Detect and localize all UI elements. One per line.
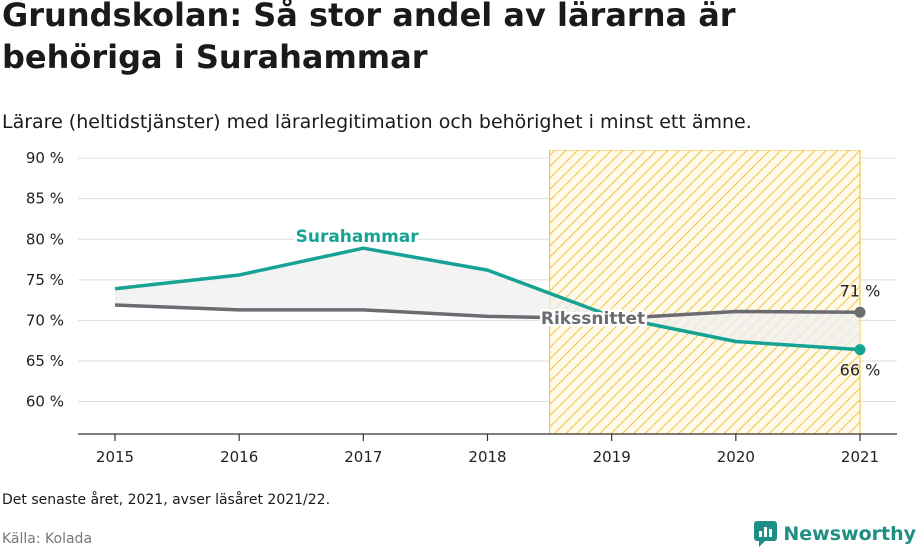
chart-subtitle: Lärare (heltidstjänster) med lärarlegiti… xyxy=(2,111,752,133)
y-tick-label: 85 % xyxy=(26,190,64,208)
x-tick-label: 2021 xyxy=(841,448,879,466)
x-tick-label: 2016 xyxy=(220,448,258,466)
highlight-period xyxy=(548,150,861,435)
y-tick-label: 60 % xyxy=(26,393,64,411)
endpoint-marker xyxy=(854,344,866,356)
newsworthy-logo: Newsworthy xyxy=(753,520,916,548)
endpoint-marker xyxy=(854,306,866,318)
end-label-surahammar: 66 % xyxy=(840,361,881,380)
y-tick-label: 70 % xyxy=(26,311,64,329)
x-tick-label: 2019 xyxy=(593,448,631,466)
x-tick-label: 2020 xyxy=(717,448,755,466)
series-label-rikssnittet: Rikssnittet xyxy=(541,309,645,329)
end-label-rikssnittet: 71 % xyxy=(840,281,881,300)
difference-area xyxy=(115,248,860,350)
footnote: Det senaste året, 2021, avser läsåret 20… xyxy=(2,492,331,508)
y-tick-label: 80 % xyxy=(26,230,64,248)
y-tick-label: 90 % xyxy=(26,150,64,167)
y-tick-label: 75 % xyxy=(26,271,64,289)
x-tick-label: 2018 xyxy=(468,448,506,466)
chart-logo-icon xyxy=(754,521,778,547)
x-tick-label: 2015 xyxy=(96,448,134,466)
surahammar-line xyxy=(114,246,861,352)
source-text: Källa: Kolada xyxy=(2,531,93,547)
rikssnittet-line xyxy=(114,303,861,321)
y-tick-label: 65 % xyxy=(26,352,64,370)
brand-name: Newsworthy xyxy=(783,523,916,545)
chart-title: Grundskolan: Så stor andel av lärarna är… xyxy=(2,0,736,76)
line-chart: 60 % 65 % 70 % 75 % 80 % 85 % 90 % 2015 2016 201… xyxy=(26,150,897,466)
x-tick-label: 2017 xyxy=(344,448,382,466)
series-label-surahammar: Surahammar xyxy=(296,227,420,247)
